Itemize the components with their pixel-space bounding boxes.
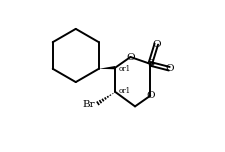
Text: Br: Br (82, 100, 94, 109)
Text: O: O (151, 40, 160, 49)
Text: or1: or1 (119, 87, 131, 95)
Polygon shape (98, 66, 115, 69)
Text: O: O (164, 64, 173, 73)
Text: S: S (146, 59, 153, 68)
Text: or1: or1 (119, 65, 131, 73)
Text: O: O (126, 52, 134, 62)
Text: O: O (145, 91, 154, 100)
